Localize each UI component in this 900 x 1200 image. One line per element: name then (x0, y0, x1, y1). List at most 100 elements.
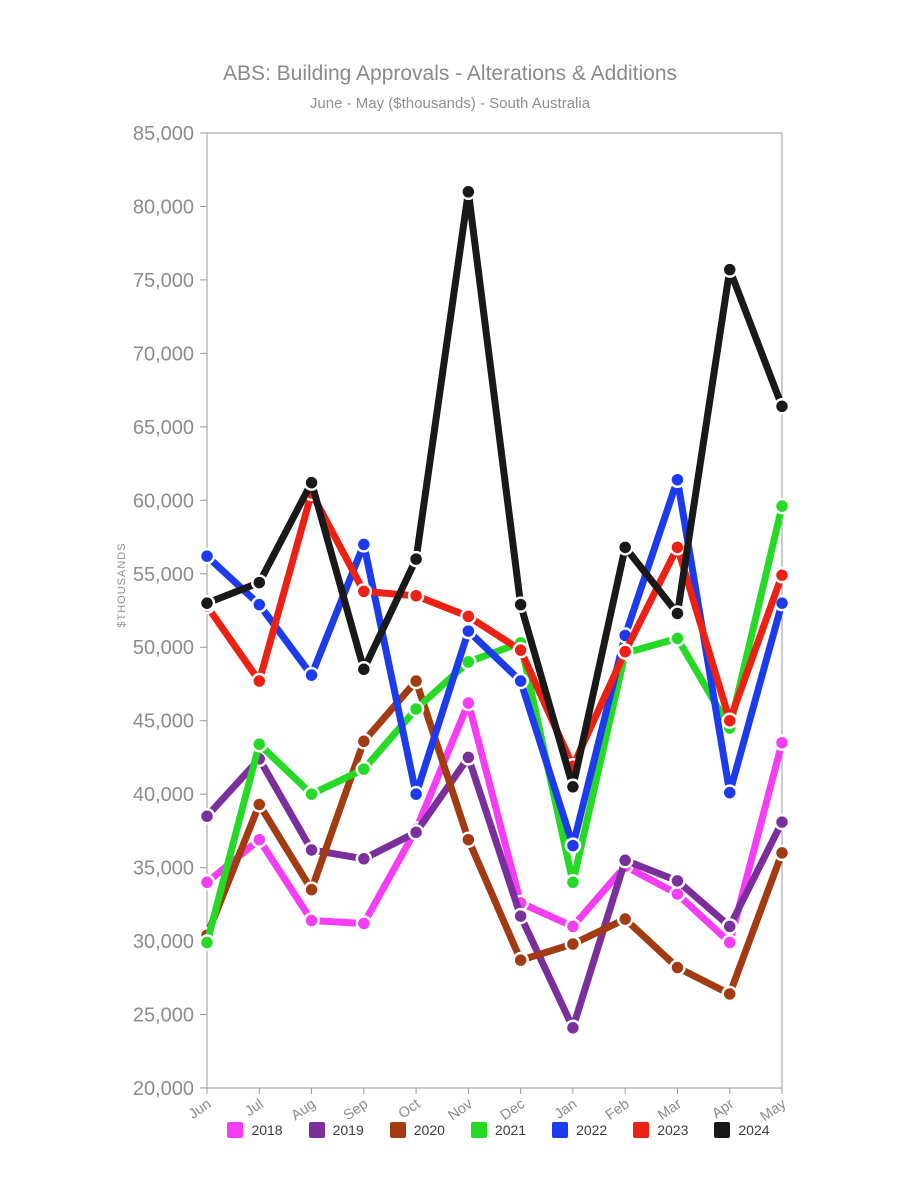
legend-swatch-2023 (633, 1122, 650, 1138)
data-point-2024-Jul (251, 574, 268, 591)
data-point-2024-Nov (460, 183, 477, 201)
data-point-2022-Aug (303, 666, 320, 684)
data-point-2020-Apr (721, 985, 738, 1003)
y-tick-label: 35,000 (133, 858, 194, 880)
legend-swatch-2024 (714, 1122, 731, 1138)
legend-swatch-2022 (552, 1122, 569, 1138)
data-point-2024-Dec (512, 596, 529, 613)
data-point-2022-Jul (251, 596, 268, 613)
data-point-2021-May (773, 497, 791, 515)
y-tick-label: 80,000 (133, 196, 194, 218)
data-point-2018-May (773, 734, 791, 751)
data-point-2022-Mar (669, 471, 686, 488)
data-point-2024-Jan (564, 778, 582, 796)
data-point-2022-Oct (407, 785, 425, 803)
data-point-2020-Sep (355, 733, 373, 750)
y-tick-label: 75,000 (133, 270, 194, 292)
data-point-2018-Apr (721, 934, 738, 951)
data-point-2019-Jan (564, 1019, 582, 1037)
data-point-2023-Mar (669, 539, 686, 556)
x-tick-label: Feb (603, 1096, 633, 1123)
x-tick-label: Jul (242, 1096, 266, 1120)
y-tick-label: 30,000 (133, 931, 194, 953)
data-point-2021-Sep (355, 760, 373, 778)
data-point-2018-Nov (460, 694, 477, 712)
x-tick-label: Dec (498, 1096, 528, 1124)
data-point-2021-Jul (251, 735, 268, 753)
data-point-2020-Dec (512, 951, 529, 969)
x-tick-label: Sep (341, 1096, 371, 1124)
legend-item-2018[interactable]: 2018 (227, 1122, 283, 1138)
y-tick-label: 40,000 (133, 784, 194, 806)
data-point-2020-Feb (616, 910, 634, 928)
legend-label-2023: 2023 (657, 1122, 689, 1138)
data-point-2021-Jun (198, 934, 216, 951)
legend-label-2022: 2022 (576, 1122, 608, 1138)
data-point-2024-Apr (721, 261, 738, 278)
legend-item-2021[interactable]: 2021 (470, 1122, 526, 1138)
legend-item-2024[interactable]: 2024 (714, 1122, 770, 1138)
legend-item-2020[interactable]: 2020 (389, 1122, 445, 1138)
data-point-2023-Dec (512, 641, 529, 659)
data-point-2018-Jun (198, 874, 216, 891)
y-tick-label: 65,000 (133, 417, 194, 439)
data-point-2019-Dec (512, 907, 529, 925)
y-tick-label: 45,000 (133, 711, 194, 733)
data-point-2019-May (773, 813, 791, 831)
x-tick-label: Aug (289, 1096, 319, 1124)
data-point-2020-Aug (303, 881, 320, 898)
data-point-2020-Jan (564, 935, 582, 953)
data-point-2020-Oct (407, 672, 425, 690)
y-tick-label: 55,000 (133, 564, 194, 586)
data-point-2018-Jan (564, 918, 582, 935)
data-point-2024-Jun (198, 594, 216, 612)
legend-label-2020: 2020 (413, 1122, 445, 1138)
legend-swatch-2019 (308, 1122, 325, 1138)
series-line-2024 (203, 188, 786, 791)
data-point-2021-Aug (303, 785, 320, 803)
data-point-2018-Aug (303, 912, 320, 929)
data-point-2023-May (773, 566, 791, 584)
data-point-2021-Jan (564, 874, 582, 891)
x-tick-label: Apr (709, 1096, 737, 1122)
series-line-2019 (203, 753, 786, 1032)
y-tick-label: 50,000 (133, 637, 194, 659)
y-tick-label: 70,000 (133, 343, 194, 365)
data-point-2019-Nov (460, 749, 477, 766)
data-point-2022-Apr (721, 784, 738, 801)
series-line-2023 (203, 489, 786, 770)
x-tick-label: Oct (396, 1096, 424, 1122)
data-point-2023-Nov (460, 608, 477, 625)
legend-label-2024: 2024 (738, 1122, 770, 1138)
data-point-2022-Jun (198, 547, 216, 565)
data-point-2020-Mar (669, 959, 686, 976)
data-point-2020-Nov (460, 831, 477, 848)
legend-swatch-2020 (389, 1122, 406, 1138)
legend-label-2019: 2019 (332, 1122, 364, 1138)
data-point-2022-Dec (512, 672, 529, 690)
data-point-2023-Feb (616, 643, 634, 660)
data-point-2024-Oct (407, 550, 425, 568)
x-tick-label: Jun (186, 1096, 214, 1123)
chart-title: ABS: Building Approvals - Alterations & … (222, 62, 678, 85)
legend: 2018 2019 2020 2021 2022 2023 2024 (207, 1122, 790, 1138)
data-point-2020-May (773, 844, 791, 862)
legend-item-2019[interactable]: 2019 (308, 1122, 364, 1138)
legend-item-2023[interactable]: 2023 (633, 1122, 688, 1138)
data-point-2019-Mar (669, 872, 686, 890)
data-point-2023-Oct (407, 587, 425, 605)
x-tick-label: Jan (552, 1096, 580, 1123)
y-tick-label: 60,000 (133, 490, 194, 512)
data-point-2022-Jan (564, 837, 582, 854)
data-point-2023-Apr (721, 712, 738, 729)
data-point-2024-Aug (303, 474, 320, 491)
data-point-2024-Mar (669, 605, 686, 622)
data-point-2018-Sep (355, 915, 373, 932)
legend-item-2022[interactable]: 2022 (552, 1122, 607, 1138)
data-point-2024-Feb (616, 539, 634, 556)
x-tick-label: May (758, 1096, 790, 1125)
y-tick-label: 25,000 (133, 1005, 194, 1027)
data-point-2021-Mar (669, 630, 686, 647)
data-point-2023-Sep (355, 583, 373, 600)
